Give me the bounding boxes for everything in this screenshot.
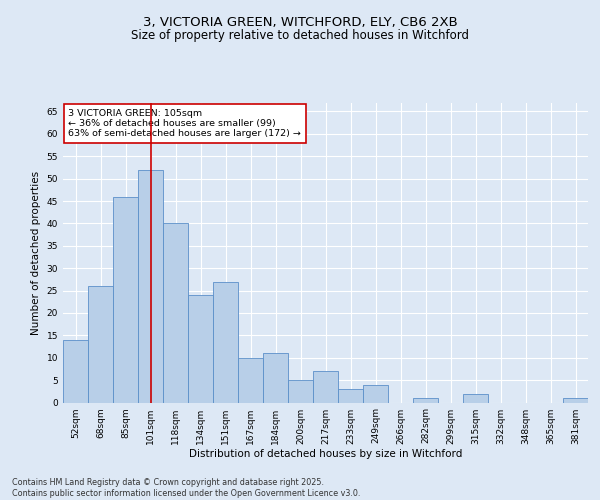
- Bar: [413, 398, 438, 402]
- Bar: [63, 340, 88, 402]
- Text: Contains HM Land Registry data © Crown copyright and database right 2025.
Contai: Contains HM Land Registry data © Crown c…: [12, 478, 361, 498]
- Bar: [563, 398, 588, 402]
- Bar: [138, 170, 163, 402]
- Bar: [88, 286, 113, 403]
- Bar: [463, 394, 488, 402]
- X-axis label: Distribution of detached houses by size in Witchford: Distribution of detached houses by size …: [189, 450, 462, 460]
- Bar: [238, 358, 263, 403]
- Text: 3, VICTORIA GREEN, WITCHFORD, ELY, CB6 2XB: 3, VICTORIA GREEN, WITCHFORD, ELY, CB6 2…: [143, 16, 457, 29]
- Bar: [213, 282, 238, 403]
- Y-axis label: Number of detached properties: Number of detached properties: [31, 170, 41, 334]
- Bar: [363, 384, 388, 402]
- Bar: [313, 371, 338, 402]
- Bar: [288, 380, 313, 402]
- Text: 3 VICTORIA GREEN: 105sqm
← 36% of detached houses are smaller (99)
63% of semi-d: 3 VICTORIA GREEN: 105sqm ← 36% of detach…: [68, 108, 301, 138]
- Bar: [338, 389, 363, 402]
- Text: Size of property relative to detached houses in Witchford: Size of property relative to detached ho…: [131, 30, 469, 43]
- Bar: [163, 224, 188, 402]
- Bar: [188, 295, 213, 403]
- Bar: [113, 196, 138, 402]
- Bar: [263, 353, 288, 403]
